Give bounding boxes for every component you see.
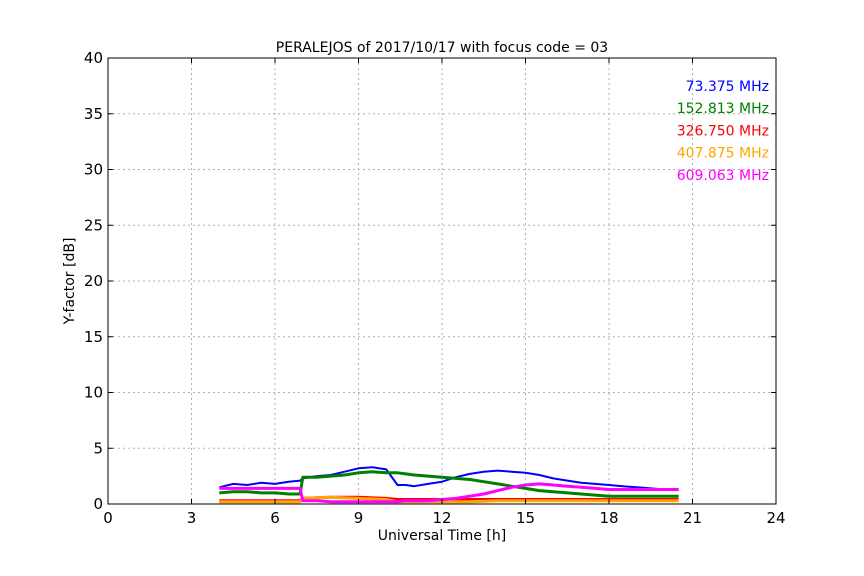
tick-labels: 0 3 6 9 12 15 18 21 24 0 5 10 15 20 25 30 35 40 (84, 49, 786, 527)
x-tick-label: 0 (103, 509, 113, 527)
legend: 73.375 MHz 152.813 MHz 326.750 MHz 407.875 … (677, 79, 769, 184)
legend-entry-0: 73.375 MHz (686, 79, 769, 95)
x-tick-label: 12 (432, 509, 451, 527)
y-tick-label: 30 (84, 161, 103, 179)
series-line-1 (219, 470, 679, 498)
y-tick-label: 10 (84, 384, 103, 402)
x-tick-label: 21 (683, 509, 702, 527)
y-tick-label: 40 (84, 49, 103, 67)
x-tick-label: 9 (354, 509, 364, 527)
y-tick-label: 15 (84, 328, 103, 346)
y-tick-label: 0 (93, 495, 103, 513)
legend-entry-1: 152.813 MHz (677, 101, 769, 117)
series-lines (219, 466, 679, 504)
y-tick-label: 20 (84, 272, 103, 290)
axis-ticks (107, 57, 777, 505)
x-axis-label: Universal Time [h] (378, 528, 506, 544)
legend-entry-2: 326.750 MHz (677, 123, 769, 139)
y-tick-label: 25 (84, 216, 103, 234)
x-tick-label: 18 (599, 509, 618, 527)
chart-title: PERALEJOS of 2017/10/17 with focus code … (276, 40, 608, 56)
legend-entry-4: 609.063 MHz (677, 168, 769, 184)
x-tick-label: 24 (766, 509, 785, 527)
x-tick-label: 15 (516, 509, 535, 527)
y-tick-label: 5 (93, 439, 103, 457)
legend-entry-3: 407.875 MHz (677, 146, 769, 162)
x-tick-label: 3 (187, 509, 197, 527)
x-tick-label: 6 (270, 509, 280, 527)
y-tick-label: 35 (84, 105, 103, 123)
grid (108, 58, 776, 504)
y-axis-label: Y-factor [dB] (62, 238, 78, 326)
series-line-0 (219, 466, 679, 491)
series-line-4 (219, 482, 679, 504)
